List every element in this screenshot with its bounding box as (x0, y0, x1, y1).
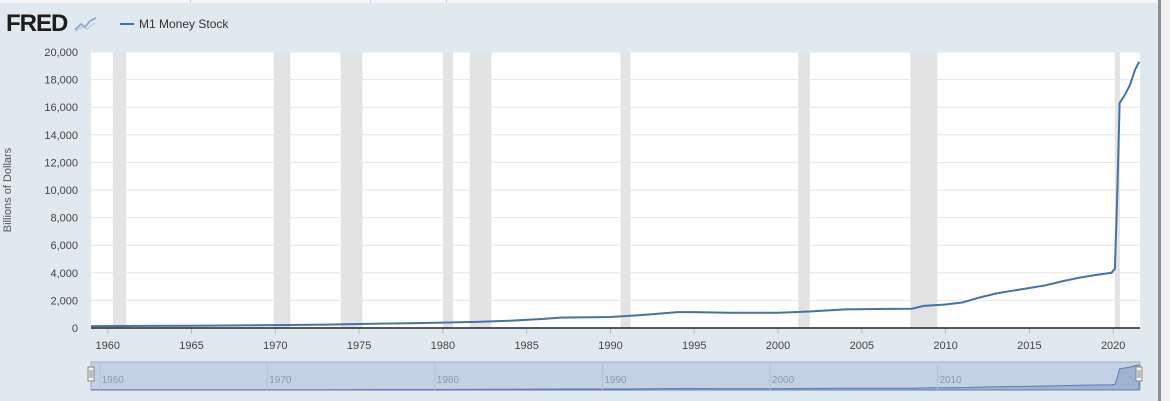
vertical-scrollbar[interactable] (1158, 0, 1170, 401)
x-tick-label: 2010 (933, 340, 957, 352)
navigator-right-handle[interactable] (1135, 366, 1143, 382)
x-tick-label: 2020 (1101, 340, 1125, 352)
x-tick-label: 1985 (514, 340, 538, 352)
y-tick-label: 2,000 (50, 295, 78, 307)
y-tick-label: 10,000 (44, 185, 78, 197)
x-tick-label: 1980 (431, 340, 455, 352)
y-tick-label: 0 (72, 323, 78, 335)
logo-graph-icon (74, 17, 97, 33)
y-tick-label: 6,000 (50, 240, 78, 252)
y-tick-label: 4,000 (50, 268, 78, 280)
y-tick-label: 14,000 (44, 130, 78, 142)
legend-swatch (120, 23, 134, 25)
m1-money-stock-line (90, 61, 1141, 328)
navigator-tick-label: 1970 (269, 375, 292, 386)
range-navigator[interactable]: 1960 1970 1980 1990 2000 2010 (87, 361, 1143, 391)
x-tick-label: 1990 (598, 340, 622, 352)
logo-text: FRED (6, 10, 68, 37)
navigator-left-handle[interactable] (87, 366, 95, 382)
x-tick-label: 2005 (850, 340, 874, 352)
y-tick-label: 20,000 (44, 47, 78, 59)
fred-logo: FRED (6, 10, 99, 38)
x-tick-label: 1965 (179, 340, 203, 352)
navigator-ticks: 1960 1970 1980 1990 2000 2010 (99, 362, 962, 390)
legend-series-label: M1 Money Stock (139, 17, 229, 31)
x-tick-label: 2015 (1017, 340, 1041, 352)
x-axis-ticks: 1960 1965 1970 1975 1980 1985 1990 1995 2000 2005… (96, 328, 1125, 352)
x-tick-label: 1970 (263, 340, 287, 352)
top-tabs-strip (0, 0, 1158, 3)
navigator-tick-label: 1980 (437, 375, 460, 386)
y-tick-label: 12,000 (44, 157, 78, 169)
x-tick-label: 1960 (96, 340, 120, 352)
y-tick-label: 8,000 (50, 213, 78, 225)
y-tick-label: 16,000 (44, 102, 78, 114)
navigator-series (90, 364, 1140, 391)
x-tick-label: 1995 (682, 340, 706, 352)
y-tick-label: 18,000 (44, 75, 78, 87)
x-tick-label: 1975 (347, 340, 371, 352)
navigator-tick-label: 2010 (939, 375, 962, 386)
navigator-tick-label: 1960 (102, 375, 125, 386)
y-axis-ticks: 0 2,000 4,000 6,000 8,000 10,000 12,000 14,000 1… (44, 47, 78, 335)
grid-lines (91, 51, 1140, 301)
navigator-tick-label: 1990 (604, 375, 627, 386)
navigator-track (90, 361, 1141, 391)
x-tick-label: 2000 (766, 340, 790, 352)
navigator-tick-label: 2000 (772, 375, 795, 386)
